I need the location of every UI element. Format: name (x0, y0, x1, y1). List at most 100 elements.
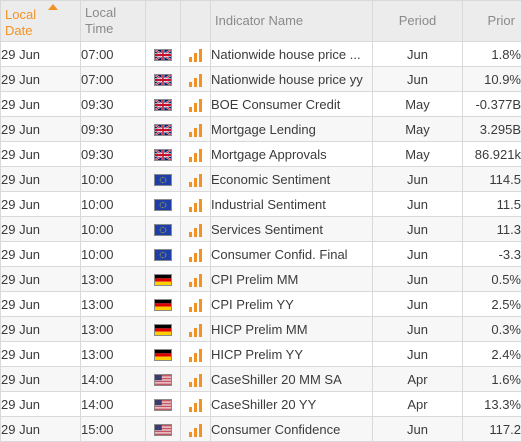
row-indicator-name[interactable]: BOE Consumer Credit (210, 91, 373, 117)
us-flag-icon (154, 399, 172, 412)
uk-flag-icon (154, 99, 172, 112)
eu-flag-icon (154, 199, 172, 212)
table-row[interactable]: 29 Jun 09:30 Mortgage Lending May 3.295B (0, 116, 521, 142)
row-country (145, 316, 181, 342)
table-row[interactable]: 29 Jun 10:00 Consumer Confid. Final Jun -3.3 (0, 241, 521, 267)
row-time: 15:00 (80, 416, 146, 442)
importance-bars-icon (189, 298, 202, 312)
row-importance (180, 216, 211, 242)
row-country (145, 241, 181, 267)
row-period: Jun (372, 266, 463, 292)
eu-flag-icon (154, 224, 172, 237)
row-period: Jun (372, 41, 463, 67)
sort-ascending-icon[interactable] (48, 3, 59, 10)
row-country (145, 166, 181, 192)
row-prior: 114.5 (462, 166, 521, 192)
table-row[interactable]: 29 Jun 10:00 Economic Sentiment Jun 114.5 (0, 166, 521, 192)
row-importance (180, 191, 211, 217)
row-prior: 2.4% (462, 341, 521, 367)
row-importance (180, 166, 211, 192)
row-period: Jun (372, 291, 463, 317)
row-date: 29 Jun (0, 66, 81, 92)
row-period: May (372, 91, 463, 117)
table-row[interactable]: 29 Jun 07:00 Nationwide house price yy Jun 1… (0, 66, 521, 92)
row-prior: 0.3% (462, 316, 521, 342)
row-indicator-name[interactable]: CPI Prelim YY (210, 291, 373, 317)
row-importance (180, 141, 211, 167)
table-row[interactable]: 29 Jun 09:30 BOE Consumer Credit May -0.377B (0, 91, 521, 117)
row-indicator-name[interactable]: Mortgage Lending (210, 116, 373, 142)
time-header-line2: Time (85, 21, 114, 36)
row-period: May (372, 116, 463, 142)
row-time: 10:00 (80, 166, 146, 192)
table-row[interactable]: 29 Jun 09:30 Mortgage Approvals May 86.921k (0, 141, 521, 167)
uk-flag-icon (154, 149, 172, 162)
table-row[interactable]: 29 Jun 10:00 Industrial Sentiment Jun 11.5 (0, 191, 521, 217)
row-indicator-name[interactable]: HICP Prelim YY (210, 341, 373, 367)
row-importance (180, 291, 211, 317)
row-time: 10:00 (80, 216, 146, 242)
row-indicator-name[interactable]: Services Sentiment (210, 216, 373, 242)
column-header-prior[interactable]: Prior (462, 0, 521, 42)
row-indicator-name[interactable]: Nationwide house price ... (210, 41, 373, 67)
row-date: 29 Jun (0, 216, 81, 242)
importance-bars-icon (189, 323, 202, 337)
column-header-country[interactable] (145, 0, 181, 42)
row-time: 13:00 (80, 291, 146, 317)
row-country (145, 66, 181, 92)
table-row[interactable]: 29 Jun 15:00 Consumer Confidence Jun 117.2 (0, 416, 521, 442)
row-date: 29 Jun (0, 341, 81, 367)
row-indicator-name[interactable]: Industrial Sentiment (210, 191, 373, 217)
row-country (145, 116, 181, 142)
row-country (145, 41, 181, 67)
column-header-period[interactable]: Period (372, 0, 463, 42)
table-row[interactable]: 29 Jun 13:00 HICP Prelim YY Jun 2.4% (0, 341, 521, 367)
column-header-indicator-name[interactable]: Indicator Name (210, 0, 373, 42)
importance-bars-icon (189, 248, 202, 262)
us-flag-icon (154, 374, 172, 387)
de-flag-icon (154, 274, 172, 287)
row-indicator-name[interactable]: CaseShiller 20 YY (210, 391, 373, 417)
table-row[interactable]: 29 Jun 13:00 CPI Prelim MM Jun 0.5% (0, 266, 521, 292)
us-flag-icon (154, 424, 172, 437)
row-time: 13:00 (80, 341, 146, 367)
row-prior: 2.5% (462, 291, 521, 317)
row-prior: 0.5% (462, 266, 521, 292)
row-country (145, 141, 181, 167)
row-date: 29 Jun (0, 191, 81, 217)
row-indicator-name[interactable]: CaseShiller 20 MM SA (210, 366, 373, 392)
row-importance (180, 116, 211, 142)
row-period: Jun (372, 241, 463, 267)
row-period: Jun (372, 66, 463, 92)
time-header-line1: Local (85, 5, 117, 20)
row-country (145, 416, 181, 442)
column-header-local-date[interactable]: Local Date (0, 0, 81, 42)
row-indicator-name[interactable]: Nationwide house price yy (210, 66, 373, 92)
column-header-local-time[interactable]: Local Time (80, 0, 146, 42)
table-row[interactable]: 29 Jun 14:00 CaseShiller 20 YY Apr 13.3% (0, 391, 521, 417)
table-row[interactable]: 29 Jun 10:00 Services Sentiment Jun 11.3 (0, 216, 521, 242)
table-row[interactable]: 29 Jun 13:00 HICP Prelim MM Jun 0.3% (0, 316, 521, 342)
row-indicator-name[interactable]: Mortgage Approvals (210, 141, 373, 167)
row-importance (180, 366, 211, 392)
importance-bars-icon (189, 348, 202, 362)
row-period: Jun (372, 216, 463, 242)
eu-flag-icon (154, 249, 172, 262)
row-indicator-name[interactable]: Consumer Confidence (210, 416, 373, 442)
table-row[interactable]: 29 Jun 14:00 CaseShiller 20 MM SA Apr 1.6% (0, 366, 521, 392)
row-country (145, 391, 181, 417)
row-indicator-name[interactable]: Consumer Confid. Final (210, 241, 373, 267)
row-indicator-name[interactable]: CPI Prelim MM (210, 266, 373, 292)
column-header-importance[interactable] (180, 0, 211, 42)
row-importance (180, 341, 211, 367)
table-row[interactable]: 29 Jun 13:00 CPI Prelim YY Jun 2.5% (0, 291, 521, 317)
row-indicator-name[interactable]: HICP Prelim MM (210, 316, 373, 342)
table-row[interactable]: 29 Jun 07:00 Nationwide house price ... Jun… (0, 41, 521, 67)
row-time: 07:00 (80, 66, 146, 92)
uk-flag-icon (154, 74, 172, 87)
row-indicator-name[interactable]: Economic Sentiment (210, 166, 373, 192)
row-country (145, 291, 181, 317)
row-period: Jun (372, 316, 463, 342)
row-importance (180, 316, 211, 342)
